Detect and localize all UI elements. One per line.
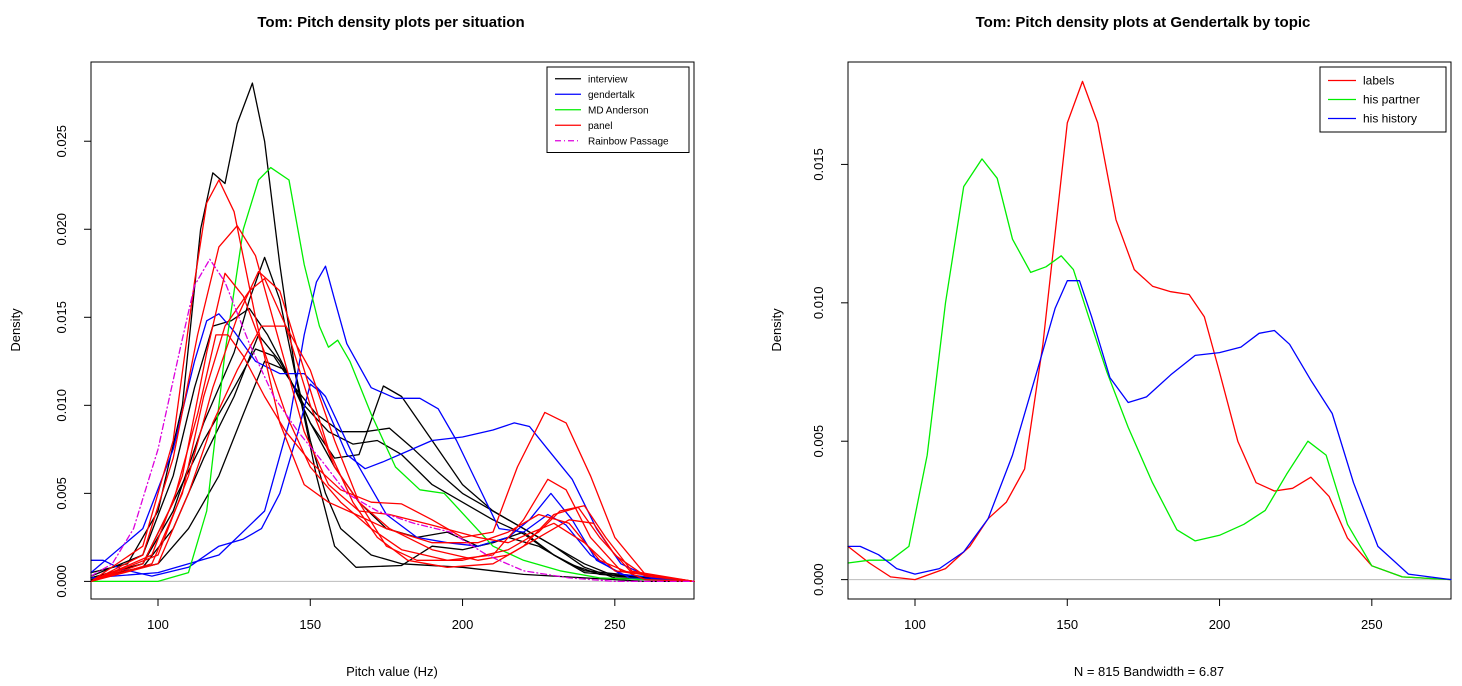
- y-tick-label: 0.005: [54, 477, 69, 510]
- legend-entry-label: gendertalk: [588, 90, 636, 101]
- legend-entry-label: Rainbow Passage: [588, 136, 669, 147]
- density-curve-his-partner-1: [847, 158, 1452, 581]
- x-tick-label: 150: [299, 617, 321, 632]
- x-tick-label: 100: [147, 617, 169, 632]
- right-legend: labels his partner his history: [1319, 66, 1447, 133]
- right-chart-title: Tom: Pitch density plots at Gendertalk b…: [976, 14, 1311, 31]
- left-chart-title: Tom: Pitch density plots per situation: [257, 14, 524, 31]
- left-chart-panel: Tom: Pitch density plots per situation 1…: [8, 14, 695, 679]
- right-plot-frame: [847, 61, 1452, 600]
- legend-entry-label: interview: [588, 74, 628, 85]
- x-tick-label: 100: [904, 617, 926, 632]
- density-curve-interview-4: [90, 334, 695, 583]
- left-y-axis-label: Density: [8, 308, 23, 352]
- legend-entry-label: labels: [1363, 74, 1394, 88]
- y-tick-label: 0.005: [811, 425, 826, 458]
- density-curve-labels-0: [847, 80, 1452, 581]
- legend-entry-label: MD Anderson: [588, 105, 649, 116]
- density-curve-panel-11: [90, 225, 695, 583]
- legend-entry-label: panel: [588, 121, 612, 132]
- left-y-axis: 0.000 0.005 0.010 0.015 0.020 0.025: [54, 125, 92, 598]
- right-y-axis: 0.000 0.005 0.010 0.015: [811, 148, 849, 596]
- right-x-axis-label: N = 815 Bandwidth = 6.87: [1074, 664, 1224, 679]
- y-tick-label: 0.000: [811, 563, 826, 596]
- y-tick-label: 0.010: [54, 389, 69, 422]
- left-density-curves: [90, 82, 695, 583]
- density-curve-panel-13: [90, 334, 695, 583]
- x-tick-label: 200: [452, 617, 474, 632]
- right-density-curves: [847, 80, 1452, 581]
- density-curve-interview-0: [90, 82, 695, 583]
- density-curve-interview-2: [90, 256, 695, 583]
- density-curve-gendertalk-7: [90, 265, 695, 583]
- density-curve-interview-1: [90, 307, 695, 583]
- density-curve-panel-16: [90, 325, 695, 583]
- x-tick-label: 250: [604, 617, 626, 632]
- y-tick-label: 0.010: [811, 287, 826, 320]
- right-chart-panel: Tom: Pitch density plots at Gendertalk b…: [769, 14, 1452, 679]
- right-x-axis: 100 150 200 250: [904, 598, 1383, 632]
- x-tick-label: 150: [1056, 617, 1078, 632]
- density-curve-gendertalk-8: [90, 313, 695, 583]
- y-tick-label: 0.000: [54, 565, 69, 598]
- legend-entry-label: his history: [1363, 112, 1417, 126]
- y-tick-label: 0.020: [54, 213, 69, 246]
- left-legend: interview gendertalk MD Anderson panel Rainb…: [546, 66, 690, 153]
- x-tick-label: 250: [1361, 617, 1383, 632]
- density-curve-interview-3: [90, 348, 695, 583]
- y-tick-label: 0.025: [54, 125, 69, 158]
- left-x-axis: 100 150 200 250: [147, 598, 626, 632]
- density-curve-panel-10: [90, 179, 695, 583]
- right-y-axis-label: Density: [769, 308, 784, 352]
- density-curve-rainbow-passage-17: [90, 258, 695, 583]
- left-x-axis-label: Pitch value (Hz): [346, 664, 438, 679]
- density-curve-panel-15: [90, 270, 695, 583]
- y-tick-label: 0.015: [54, 301, 69, 334]
- x-tick-label: 200: [1209, 617, 1231, 632]
- density-curve-panel-12: [90, 272, 695, 583]
- density-curve-his-history-2: [847, 280, 1452, 581]
- y-tick-label: 0.015: [811, 148, 826, 181]
- legend-entry-label: his partner: [1363, 93, 1420, 107]
